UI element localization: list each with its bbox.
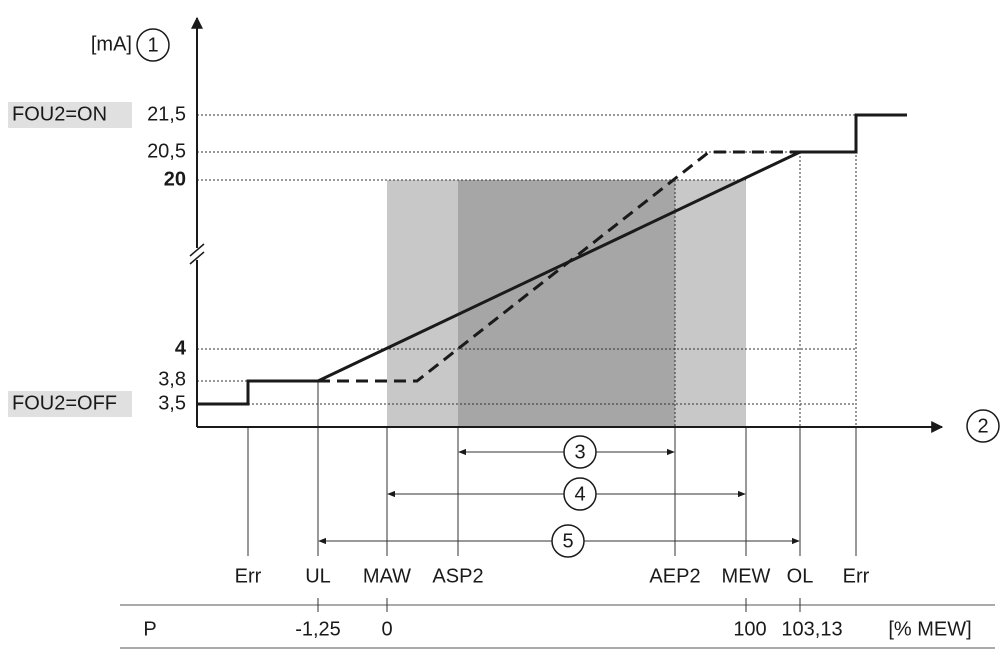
x-label: Err — [843, 565, 870, 587]
state-box — [8, 391, 132, 417]
state-label: FOU2=OFF — [12, 392, 117, 414]
range-label: 5 — [562, 530, 573, 552]
x-label: Err — [235, 565, 262, 587]
range-asp — [458, 180, 675, 427]
y-label: 20,5 — [147, 140, 186, 162]
table-label: P — [143, 618, 156, 640]
x-label: OL — [787, 565, 814, 587]
table-value: 100 — [733, 618, 766, 640]
x-label: MEW — [722, 565, 771, 587]
y-label: 4 — [175, 337, 187, 359]
axis-break — [190, 248, 204, 260]
axis-break — [189, 251, 205, 265]
curve-mew — [197, 113, 907, 406]
table-value: 103,13 — [781, 618, 842, 640]
x-labels: Err UL MAW ASP2 AEP2 MEW OL Err — [235, 565, 870, 587]
state-box — [8, 102, 132, 128]
guides — [197, 114, 857, 427]
table-value: 0 — [381, 618, 392, 640]
range-markers: 3 4 5 — [551, 435, 597, 558]
y-label: 20 — [164, 168, 186, 190]
table-ticks — [317, 598, 801, 612]
y-label: 3,8 — [158, 368, 186, 390]
axis-break — [189, 243, 205, 257]
range-label: 3 — [574, 441, 585, 463]
table-value: -1,25 — [295, 618, 341, 640]
axis-marker-label: 1 — [147, 34, 158, 56]
state-label: FOU2=ON — [12, 103, 107, 125]
axis-marker-label: 2 — [977, 415, 988, 437]
y-label: 21,5 — [147, 103, 186, 125]
y-label: 3,5 — [158, 392, 186, 414]
y-unit: [mA] — [91, 33, 132, 55]
axis-marker — [136, 28, 170, 62]
x-label: ASP2 — [432, 565, 483, 587]
x-label: MAW — [363, 565, 411, 587]
curve-asp — [318, 150, 800, 383]
x-label: UL — [305, 565, 331, 587]
table-unit: [% MEW] — [888, 618, 971, 640]
x-label: AEP2 — [649, 565, 700, 587]
range-label: 4 — [574, 483, 585, 505]
axis-marker — [966, 409, 1000, 443]
